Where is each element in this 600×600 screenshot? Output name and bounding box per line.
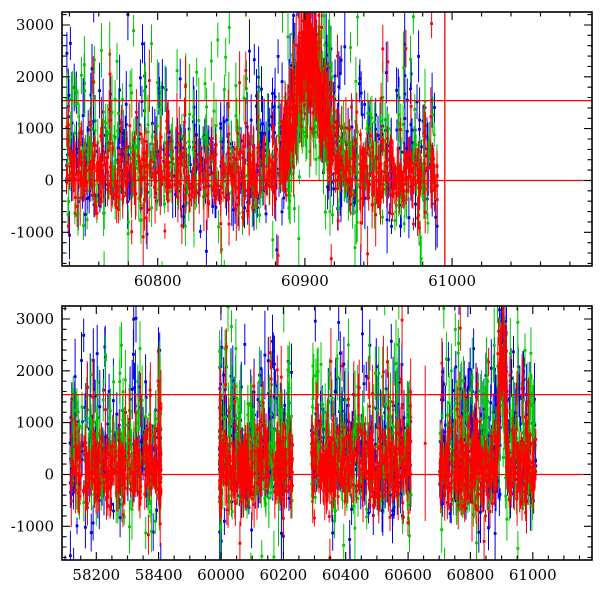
- top-y-tick-label: 3000: [16, 16, 54, 34]
- bottom-data-layer: [68, 306, 538, 560]
- top-x-tick-label: 61000: [428, 272, 476, 290]
- bottom-x-tick-label: 58400: [135, 566, 183, 584]
- top-reference-lines: [62, 12, 592, 266]
- top-x-tick-label: 60800: [134, 272, 182, 290]
- bottom-x-tick-label: 60200: [259, 566, 307, 584]
- top-y-tick-label: 0: [44, 171, 54, 189]
- bottom-x-tick-label: 58200: [72, 566, 120, 584]
- bottom-y-tick-label: 2000: [16, 362, 54, 380]
- bottom-x-tick-label: 60800: [447, 566, 495, 584]
- bottom-x-tick-label: 60600: [384, 566, 432, 584]
- bottom-reference-lines: [62, 393, 592, 476]
- top-ticks: [62, 12, 592, 266]
- top-chart: 60800 60900 61000 -1000 0 1000 2000 3000: [11, 11, 593, 290]
- bottom-x-tick-label: 61000: [509, 566, 557, 584]
- bottom-chart: 58200 58400 60000 60200 60400 60600 60800 61000…: [11, 305, 593, 584]
- top-x-tick-label: 60900: [281, 272, 329, 290]
- bottom-y-tick-label: 1000: [16, 414, 54, 432]
- bottom-series-red-markers: [69, 306, 538, 560]
- bottom-ticks: [62, 306, 592, 560]
- top-data-layer: [65, 12, 439, 266]
- bottom-x-tick-label: 60400: [322, 566, 370, 584]
- top-y-tick-label: -1000: [11, 223, 54, 241]
- top-y-tick-label: 1000: [16, 120, 54, 138]
- top-y-tick-label: 2000: [16, 68, 54, 86]
- bottom-x-tick-label: 60000: [197, 566, 245, 584]
- bottom-y-tick-label: 0: [44, 465, 54, 483]
- bottom-y-tick-label: 3000: [16, 310, 54, 328]
- bottom-y-tick-label: -1000: [11, 517, 54, 535]
